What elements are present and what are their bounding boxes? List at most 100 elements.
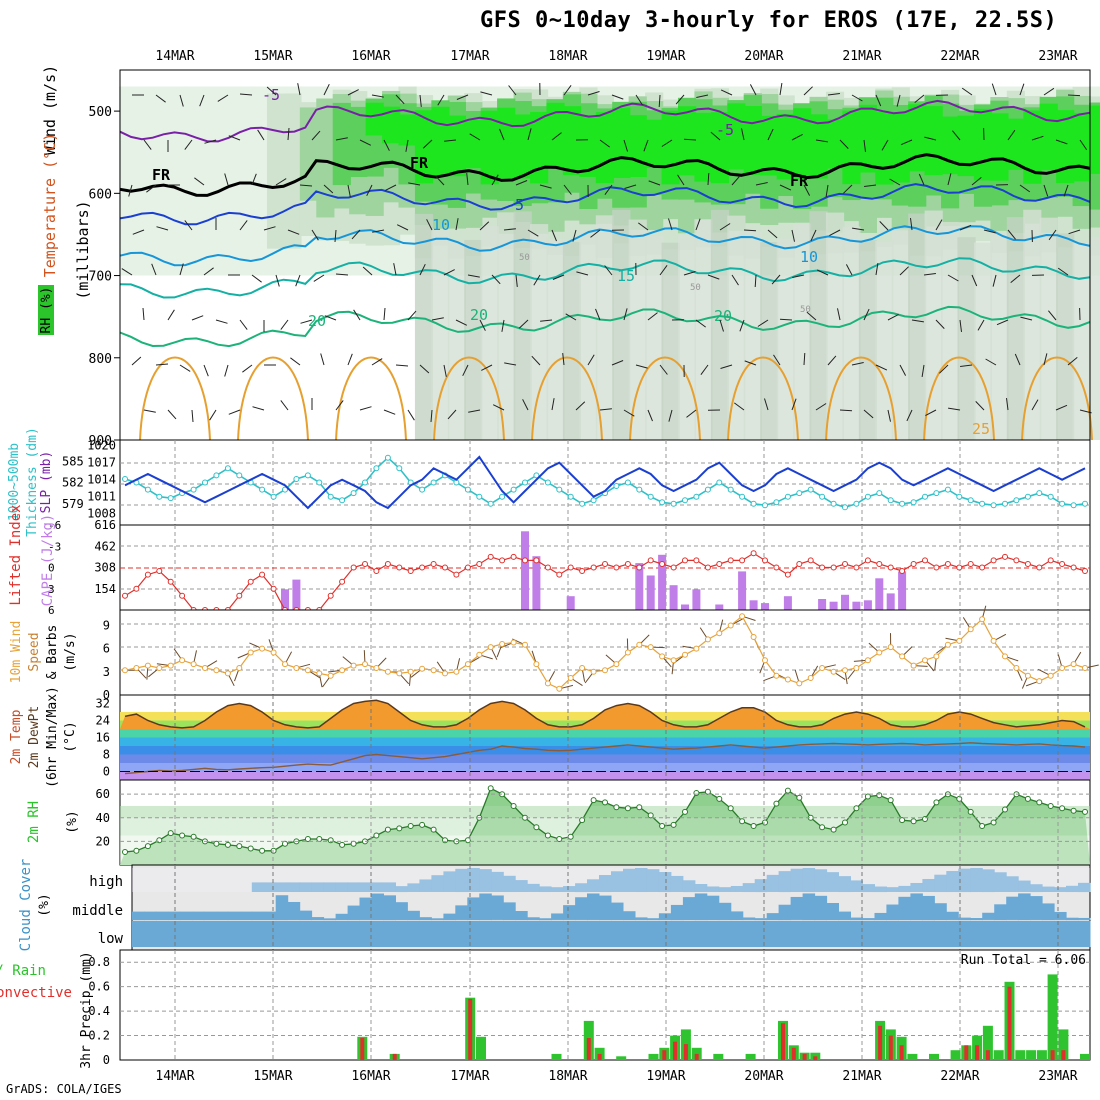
rh-point	[213, 840, 220, 847]
precip-total-bar	[1026, 1050, 1037, 1060]
rh-shade-cell	[480, 110, 499, 185]
wind-barb	[518, 319, 529, 329]
wind-speed-point	[144, 662, 151, 669]
precip-tick-label: 0	[103, 1053, 110, 1067]
cloud-cell	[144, 920, 157, 948]
rh-shade-cell	[957, 115, 976, 177]
wind-barb	[405, 139, 409, 152]
thickness-point	[842, 504, 848, 511]
rh-shade-cell	[1006, 118, 1025, 170]
rh-shade-low	[924, 210, 943, 440]
thickness-point	[362, 479, 368, 486]
lifted-index-point	[247, 578, 254, 585]
wind-barb	[623, 308, 628, 321]
cloud-level-label: high	[89, 874, 123, 890]
wind-barb	[435, 175, 445, 186]
thickness-point	[590, 497, 597, 504]
lifted-index-point	[682, 557, 688, 564]
li-tick-label: 6	[48, 604, 55, 617]
rh-label: RH (%)	[39, 287, 54, 334]
cape-bar	[749, 600, 758, 610]
wind-barb	[803, 352, 806, 366]
rh-shade-low	[710, 209, 730, 440]
rh-shade-low	[546, 238, 565, 440]
temp-area	[120, 700, 1090, 729]
rh-shade-low	[612, 209, 631, 440]
rh-point	[636, 804, 643, 811]
wind-barb	[1079, 139, 1088, 151]
wind-barb	[914, 94, 925, 103]
wind-barb	[827, 93, 840, 96]
rh-point	[682, 808, 688, 815]
wind-speed-point	[339, 667, 346, 674]
cloud-cell	[658, 920, 672, 948]
lifted-index-point	[830, 564, 837, 571]
wind-tick-label: 9	[103, 618, 110, 632]
wind-label: Wind (m/s)	[41, 65, 59, 155]
temperature-label: 2m DewPt	[27, 706, 42, 769]
rh-shade-low	[793, 223, 812, 440]
wind-barb	[707, 172, 710, 186]
cloud-cell	[802, 893, 816, 921]
date-label-top: 17MAR	[450, 49, 489, 64]
cloud-cell	[132, 920, 145, 948]
wind-barb	[743, 229, 757, 232]
lifted-index-point	[1082, 568, 1088, 574]
cloud-cell	[682, 880, 696, 893]
wind-barb	[311, 229, 319, 241]
rh-point	[990, 819, 997, 826]
temperature-panel: 32 24 16 8 0 2m Temp 2m DewPt (6hr Min/Max) (°C)	[9, 686, 1091, 788]
temp-tick-label: 32	[96, 697, 110, 711]
precip-convective-bar	[1061, 1050, 1066, 1060]
thickness-point	[624, 479, 631, 486]
wind-barb	[773, 354, 781, 366]
cloud-cell	[491, 871, 504, 892]
rh-point	[156, 837, 163, 844]
thickness-point	[739, 493, 746, 500]
cloud-cell	[766, 920, 780, 948]
wind-barb	[996, 319, 1009, 326]
wind-barb	[492, 404, 505, 411]
wind-barb	[887, 313, 899, 321]
cloud-cell	[826, 920, 839, 948]
precip-frame	[119, 949, 1091, 1061]
cloud-cell	[646, 918, 660, 920]
cloud-cell	[814, 920, 828, 948]
contour-label: FR	[410, 154, 429, 172]
wind-speed-point	[944, 641, 951, 648]
cloud-cell	[287, 901, 301, 920]
cloud-cell	[886, 904, 899, 921]
wind-10m-frame	[119, 609, 1091, 696]
cloud-cell	[132, 911, 145, 920]
cloud-cell	[503, 920, 516, 948]
wind-barb	[731, 274, 739, 286]
wind-barb	[204, 139, 217, 144]
cloud-cell	[144, 911, 157, 920]
thickness-point	[853, 500, 860, 507]
wind-speed-point	[167, 662, 174, 669]
run-total-label: Run Total = 6.06	[961, 953, 1086, 968]
lifted-index-point	[407, 568, 414, 574]
thickness-point	[144, 486, 151, 493]
thickness-point	[556, 486, 563, 493]
wind-barb	[599, 408, 612, 411]
thickness-point	[922, 493, 928, 500]
cloud-cell	[203, 911, 217, 920]
cloud-cell	[431, 875, 444, 892]
wind-barb	[863, 409, 874, 419]
lifted-index-point	[179, 592, 186, 599]
cloud-cell	[635, 917, 648, 920]
wind-barb	[347, 353, 353, 366]
cloud-cell	[826, 902, 839, 920]
thickness-point	[899, 500, 906, 507]
wind-barb	[1043, 87, 1055, 96]
cloud-cell	[778, 920, 792, 948]
cloud-cell	[275, 882, 289, 892]
wind-barb	[803, 86, 813, 96]
lifted-index-cape-panel: -6 -3 0 3 6 616 462 308 154 Lifted Index CAPE (J/k…	[8, 504, 1091, 617]
wind-barb	[395, 94, 405, 105]
cape-bar	[292, 579, 301, 610]
cloud-cell	[407, 883, 420, 892]
rh-shade-low	[628, 219, 647, 440]
wind-barb	[462, 364, 469, 377]
